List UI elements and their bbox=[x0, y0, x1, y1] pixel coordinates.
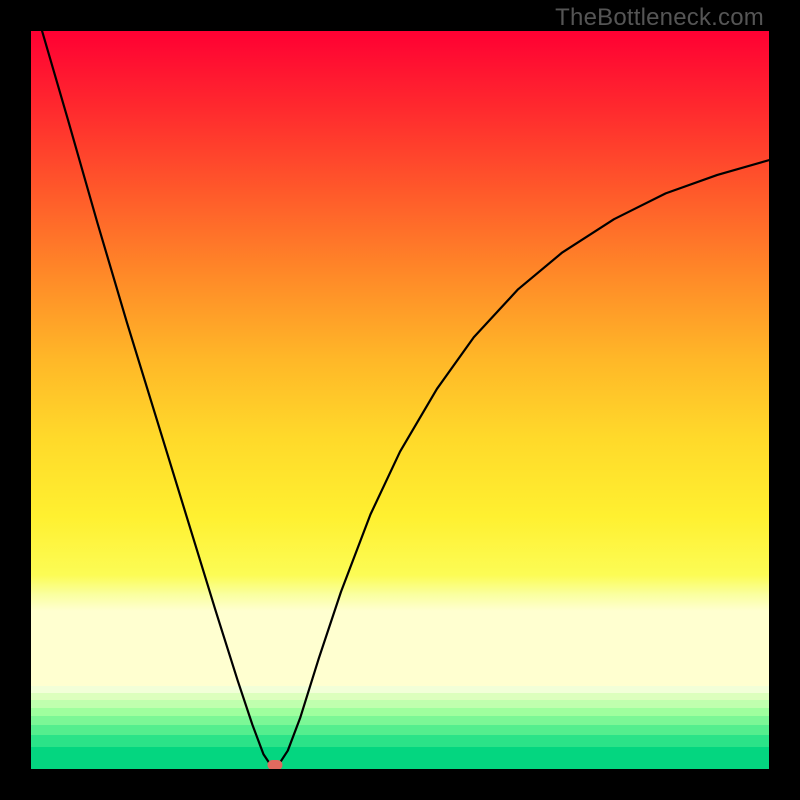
watermark-label: TheBottleneck.com bbox=[555, 4, 764, 32]
optimal-point-marker bbox=[267, 760, 282, 769]
bottleneck-curve bbox=[31, 31, 769, 769]
chart-frame: TheBottleneck.com bbox=[0, 0, 800, 800]
plot-area bbox=[31, 31, 769, 769]
